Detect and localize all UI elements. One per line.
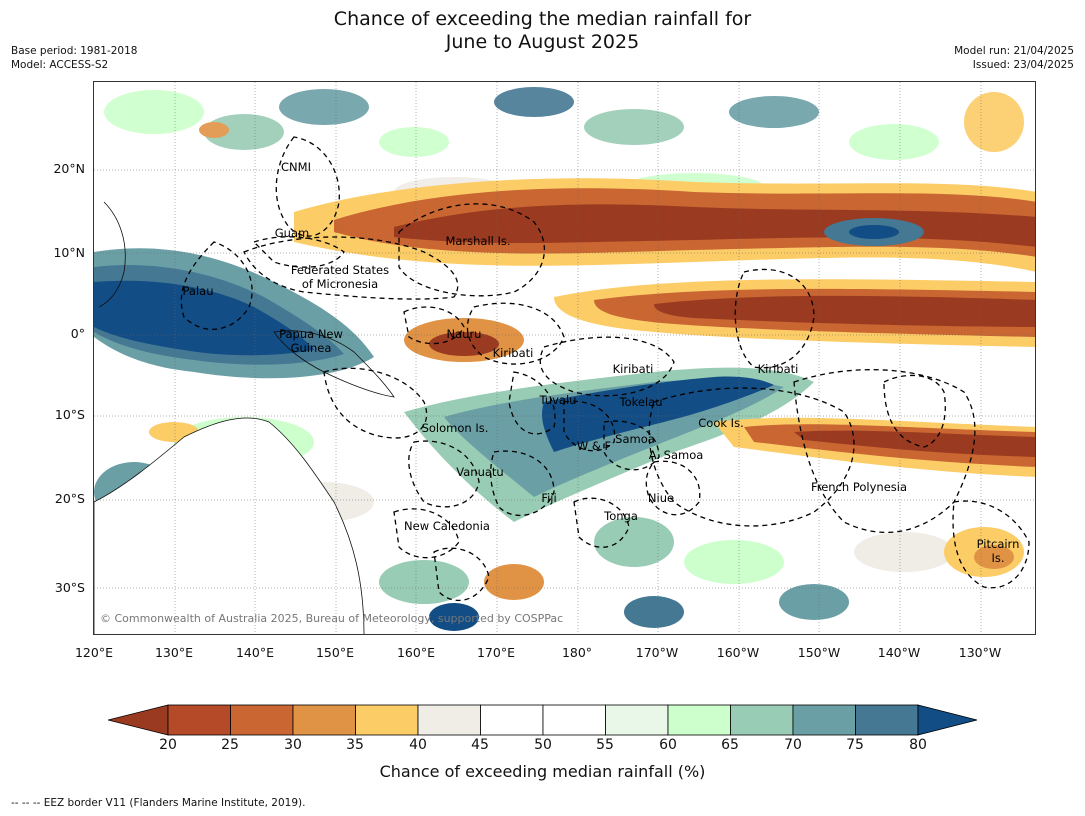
colorbar-tick-50: 50: [534, 737, 552, 753]
colorbar-seg-75-80: [855, 704, 919, 736]
colorbar-title: Chance of exceeding median rainfall (%): [379, 762, 706, 781]
region-label-cook: Cook Is.: [698, 416, 743, 430]
meta-left: Base period: 1981-2018 Model: ACCESS-S2: [11, 44, 137, 72]
colorbar-seg-35-40: [355, 704, 419, 736]
wet-west-pacific: [94, 248, 374, 379]
colorbar-tick-60: 60: [659, 737, 677, 753]
colorbar: [107, 704, 978, 740]
model-run: Model run: 21/04/2025: [954, 45, 1074, 57]
colorbar-seg-40-45: [417, 704, 481, 736]
region-label-solomon: Solomon Is.: [422, 421, 489, 435]
region-label-nauru: Nauru: [447, 327, 482, 341]
model-name: Model: ACCESS-S2: [11, 59, 109, 71]
region-labels: CNMI Guam Marshall Is. Federated States …: [183, 160, 1020, 565]
lon-label-180: 180°: [561, 645, 593, 660]
dry-band-equator: [404, 279, 1035, 362]
colorbar-tick-25: 25: [221, 737, 239, 753]
lon-label-150w: 150°W: [797, 645, 841, 660]
colorbar-seg-high: [917, 704, 978, 736]
lon-label-150e: 150°E: [315, 645, 354, 660]
lon-label-130e: 130°E: [154, 645, 193, 660]
lon-label-170e: 170°E: [476, 645, 515, 660]
lat-label-0: 0°: [70, 326, 85, 341]
colorbar-seg-65-70: [730, 704, 794, 736]
meta-right: Model run: 21/04/2025 Issued: 23/04/2025: [954, 44, 1074, 72]
region-label-samoa: Samoa: [615, 432, 655, 446]
lon-label-160w: 160°W: [716, 645, 760, 660]
region-label-vanuatu: Vanuatu: [456, 465, 503, 479]
region-label-fsm-2: of Micronesia: [302, 277, 378, 291]
colorbar-seg-70-75: [792, 704, 856, 736]
title-line-2: June to August 2025: [445, 31, 640, 53]
map-title: Chance of exceeding the median rainfall …: [0, 8, 1085, 54]
colorbar-seg-45-50: [480, 704, 544, 736]
australia-coastline: [94, 417, 365, 634]
lon-label-170w: 170°W: [635, 645, 679, 660]
lat-label-10s: 10°S: [54, 407, 85, 422]
title-line-1: Chance of exceeding the median rainfall …: [333, 8, 752, 30]
region-label-kiribati-1: Kiribati: [493, 346, 534, 360]
colorbar-seg-50-55: [542, 704, 606, 736]
lon-label-140w: 140°W: [877, 645, 921, 660]
colorbar-tick-65: 65: [721, 737, 739, 753]
colorbar-tick-55: 55: [596, 737, 614, 753]
eez-footnote: -- -- -- EEZ border V11 (Flanders Marine…: [11, 797, 306, 809]
region-label-cnmi: CNMI: [281, 160, 311, 174]
rainfall-map: CNMI Guam Marshall Is. Federated States …: [93, 81, 1036, 635]
colorbar-tick-70: 70: [784, 737, 802, 753]
issued-date: Issued: 23/04/2025: [972, 59, 1074, 71]
map-canvas: CNMI Guam Marshall Is. Federated States …: [94, 82, 1035, 634]
region-label-palau: Palau: [183, 284, 214, 298]
region-label-tonga: Tonga: [603, 509, 638, 523]
colorbar-seg-25-30: [230, 704, 294, 736]
lat-label-20s: 20°S: [54, 491, 85, 506]
region-label-tuvalu: Tuvalu: [539, 393, 577, 407]
region-label-png-2: Guinea: [291, 341, 332, 355]
region-label-pitcairn-1: Pitcairn: [977, 537, 1020, 551]
region-label-guam: Guam: [275, 226, 309, 240]
graticule: [94, 82, 1035, 634]
region-label-tokelau: Tokelau: [619, 395, 663, 409]
region-label-fsm-1: Federated States: [291, 263, 389, 277]
colorbar-seg-55-60: [605, 704, 669, 736]
lon-label-140e: 140°E: [235, 645, 274, 660]
philippines-coastline: [98, 201, 126, 308]
region-label-new-caledonia: New Caledonia: [404, 519, 490, 533]
colorbar-seg-60-65: [667, 704, 731, 736]
colorbar-tick-20: 20: [159, 737, 177, 753]
lat-label-30s: 30°S: [54, 580, 85, 595]
lat-label-20n: 20°N: [53, 161, 85, 176]
colorbar-seg-20-25: [167, 704, 231, 736]
lon-label-120e: 120°E: [74, 645, 113, 660]
colorbar-tick-35: 35: [346, 737, 364, 753]
region-label-kiribati-2: Kiribati: [613, 362, 654, 376]
region-label-marshall: Marshall Is.: [445, 234, 510, 248]
dry-band-south: [714, 417, 1035, 477]
colorbar-tick-30: 30: [284, 737, 302, 753]
region-label-png-1: Papua New: [279, 327, 343, 341]
region-label-asamoa: A. Samoa: [649, 448, 704, 462]
colorbar-svg: [107, 704, 978, 736]
wet-south-band: [404, 367, 814, 522]
colorbar-seg-30-35: [292, 704, 356, 736]
lat-label-10n: 10°N: [53, 245, 85, 260]
region-label-kiribati-3: Kiribati: [758, 362, 799, 376]
colorbar-tick-45: 45: [471, 737, 489, 753]
colorbar-tick-40: 40: [409, 737, 427, 753]
base-period: Base period: 1981-2018: [11, 45, 138, 57]
png-coastline: [273, 330, 395, 398]
region-label-wf: W & F: [577, 439, 611, 453]
region-label-french-polynesia: French Polynesia: [811, 480, 907, 494]
dry-band-north: [294, 178, 1035, 272]
region-label-niue: Niue: [648, 491, 674, 505]
lon-label-160e: 160°E: [396, 645, 435, 660]
region-label-pitcairn-2: Is.: [991, 551, 1004, 565]
colorbar-tick-75: 75: [846, 737, 864, 753]
eez-borders: [180, 136, 1030, 601]
lon-label-130w: 130°W: [958, 645, 1002, 660]
copyright-notice: © Commonwealth of Australia 2025, Bureau…: [100, 612, 563, 625]
colorbar-seg-low: [107, 704, 169, 736]
region-label-fiji: Fiji: [541, 491, 556, 505]
colorbar-tick-80: 80: [909, 737, 927, 753]
